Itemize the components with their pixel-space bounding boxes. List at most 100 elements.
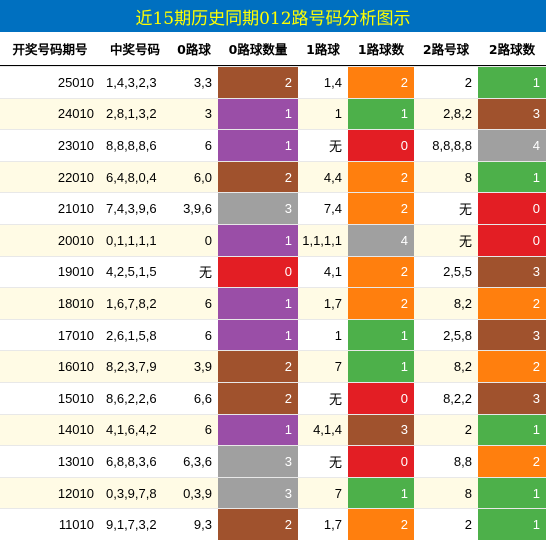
table-row: 11010 9,1,7,3,2 9,3 2 1,7 2 2 1 [0, 508, 546, 540]
cell-two-count: 1 [478, 476, 546, 509]
table-row: 14010 4,1,6,4,2 6 1 4,1,4 3 2 1 [0, 413, 546, 446]
cell-numbers: 8,6,2,2,6 [100, 381, 170, 414]
cell-numbers: 1,6,7,8,2 [100, 287, 170, 319]
cell-two-count: 2 [478, 445, 546, 477]
cell-numbers: 7,4,3,9,6 [100, 192, 170, 224]
cell-two-count: 3 [478, 97, 546, 130]
cell-one-balls: 1,1,1,1 [298, 223, 348, 256]
cell-two-count: 3 [478, 255, 546, 288]
header-divider [0, 65, 546, 66]
cell-zero-balls: 6 [170, 287, 218, 319]
cell-two-balls: 8,2,2 [414, 381, 478, 414]
cell-zero-count: 3 [218, 192, 298, 224]
cell-period: 22010 [0, 160, 100, 193]
table-row: 24010 2,8,1,3,2 3 1 1 1 2,8,2 3 [0, 97, 546, 130]
cell-zero-count: 1 [218, 97, 298, 130]
cell-one-count: 1 [348, 97, 414, 130]
cell-period: 15010 [0, 381, 100, 414]
cell-two-balls: 8,2 [414, 287, 478, 319]
table-row: 21010 7,4,3,9,6 3,9,6 3 7,4 2 无 0 [0, 192, 546, 224]
cell-one-balls: 4,4 [298, 160, 348, 193]
table-row: 25010 1,4,3,2,3 3,3 2 1,4 2 2 1 [0, 66, 546, 98]
cell-one-balls: 无 [298, 381, 348, 414]
cell-numbers: 6,8,8,3,6 [100, 445, 170, 477]
table-row: 23010 8,8,8,8,6 6 1 无 0 8,8,8,8 4 [0, 129, 546, 161]
cell-period: 24010 [0, 97, 100, 130]
cell-one-count: 2 [348, 255, 414, 288]
cell-one-balls: 1,7 [298, 287, 348, 319]
cell-zero-balls: 6,0 [170, 160, 218, 193]
cell-zero-balls: 3 [170, 97, 218, 130]
cell-one-count: 3 [348, 413, 414, 446]
cell-one-balls: 1,7 [298, 508, 348, 540]
cell-zero-balls: 6 [170, 129, 218, 161]
cell-two-balls: 2 [414, 66, 478, 98]
cell-two-count: 0 [478, 192, 546, 224]
cell-two-balls: 8,8 [414, 445, 478, 477]
cell-two-balls: 8,2 [414, 350, 478, 382]
cell-zero-count: 1 [218, 129, 298, 161]
cell-one-balls: 7,4 [298, 192, 348, 224]
cell-two-count: 1 [478, 66, 546, 98]
cell-two-balls: 2,5,8 [414, 318, 478, 351]
cell-one-count: 0 [348, 381, 414, 414]
cell-zero-count: 3 [218, 476, 298, 509]
cell-period: 16010 [0, 350, 100, 382]
cell-two-count: 4 [478, 129, 546, 161]
cell-two-count: 1 [478, 413, 546, 446]
cell-period: 17010 [0, 318, 100, 351]
cell-period: 20010 [0, 223, 100, 256]
cell-numbers: 6,4,8,0,4 [100, 160, 170, 193]
cell-numbers: 8,8,8,8,6 [100, 129, 170, 161]
cell-zero-count: 0 [218, 255, 298, 288]
cell-period: 14010 [0, 413, 100, 446]
cell-one-balls: 无 [298, 445, 348, 477]
cell-one-balls: 7 [298, 476, 348, 509]
cell-zero-balls: 3,9,6 [170, 192, 218, 224]
cell-one-count: 2 [348, 287, 414, 319]
header-zero-balls: 0路球 [177, 41, 211, 57]
cell-one-balls: 无 [298, 129, 348, 161]
cell-zero-balls: 6,3,6 [170, 445, 218, 477]
header-one-count: 1路球数 [357, 41, 405, 57]
table-row: 12010 0,3,9,7,8 0,3,9 3 7 1 8 1 [0, 476, 546, 509]
cell-zero-count: 2 [218, 508, 298, 540]
cell-two-count: 1 [478, 508, 546, 540]
table-row: 22010 6,4,8,0,4 6,0 2 4,4 2 8 1 [0, 160, 546, 193]
table-row: 20010 0,1,1,1,1 0 1 1,1,1,1 4 无 0 [0, 223, 546, 256]
cell-period: 13010 [0, 445, 100, 477]
table-body: 25010 1,4,3,2,3 3,3 2 1,4 2 2 1 24010 2,8,1,3,2 3 1… [0, 66, 546, 540]
cell-zero-balls: 无 [170, 255, 218, 288]
cell-two-balls: 2 [414, 508, 478, 540]
header-two-balls: 2路号球 [422, 41, 470, 57]
cell-two-balls: 无 [414, 223, 478, 256]
cell-two-count: 3 [478, 381, 546, 414]
cell-zero-balls: 6 [170, 413, 218, 446]
header-one-balls: 1路球 [306, 41, 340, 57]
cell-one-count: 4 [348, 223, 414, 256]
header-numbers: 中奖号码 [109, 41, 160, 57]
cell-zero-count: 1 [218, 413, 298, 446]
cell-zero-count: 2 [218, 350, 298, 382]
cell-zero-count: 1 [218, 287, 298, 319]
cell-one-count: 2 [348, 66, 414, 98]
cell-zero-count: 1 [218, 223, 298, 256]
cell-numbers: 2,6,1,5,8 [100, 318, 170, 351]
cell-one-count: 0 [348, 445, 414, 477]
cell-two-balls: 2 [414, 413, 478, 446]
cell-one-balls: 1 [298, 97, 348, 130]
cell-two-count: 2 [478, 287, 546, 319]
cell-one-count: 2 [348, 160, 414, 193]
cell-period: 23010 [0, 129, 100, 161]
cell-one-count: 2 [348, 508, 414, 540]
cell-period: 18010 [0, 287, 100, 319]
cell-one-count: 1 [348, 476, 414, 509]
cell-zero-balls: 3,3 [170, 66, 218, 98]
table-row: 18010 1,6,7,8,2 6 1 1,7 2 8,2 2 [0, 287, 546, 319]
cell-zero-balls: 0 [170, 223, 218, 256]
cell-numbers: 4,2,5,1,5 [100, 255, 170, 288]
cell-period: 25010 [0, 66, 100, 98]
cell-period: 21010 [0, 192, 100, 224]
cell-two-balls: 8 [414, 476, 478, 509]
table-row: 15010 8,6,2,2,6 6,6 2 无 0 8,2,2 3 [0, 381, 546, 414]
